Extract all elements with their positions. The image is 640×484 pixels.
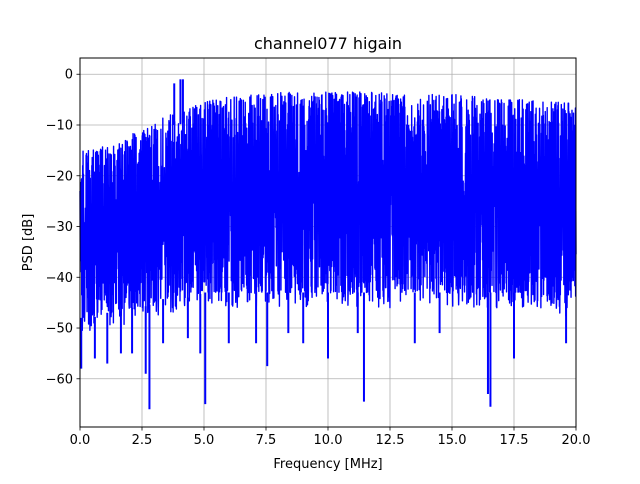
x-tick-label: 12.5	[376, 433, 405, 448]
x-tick-label: 17.5	[500, 433, 529, 448]
x-tick-label: 7.5	[256, 433, 277, 448]
y-tick-label: 0	[65, 68, 73, 83]
y-tick-label: −60	[46, 372, 73, 387]
x-axis-label: Frequency [MHz]	[273, 457, 382, 472]
y-tick-label: −40	[46, 271, 73, 286]
y-tick-label: −30	[46, 220, 73, 235]
axis-ticks: 0.0 2.5 5.0 7.5 10.0 12.5 15.0 17.5 20.0 0 −10 −20 −…	[46, 68, 591, 448]
x-tick-label: 15.0	[438, 433, 467, 448]
y-tick-label: −50	[46, 322, 73, 337]
x-tick-label: 5.0	[194, 433, 215, 448]
chart-title: channel077 higain	[254, 34, 402, 53]
x-tick-label: 2.5	[132, 433, 153, 448]
series-layer	[79, 79, 577, 410]
x-tick-label: 20.0	[562, 433, 591, 448]
y-tick-label: −20	[46, 169, 73, 184]
psd-trace	[79, 91, 577, 332]
y-axis-label: PSD [dB]	[21, 214, 36, 272]
x-tick-label: 0.0	[70, 433, 91, 448]
y-tick-label: −10	[46, 118, 73, 133]
x-tick-label: 10.0	[314, 433, 343, 448]
